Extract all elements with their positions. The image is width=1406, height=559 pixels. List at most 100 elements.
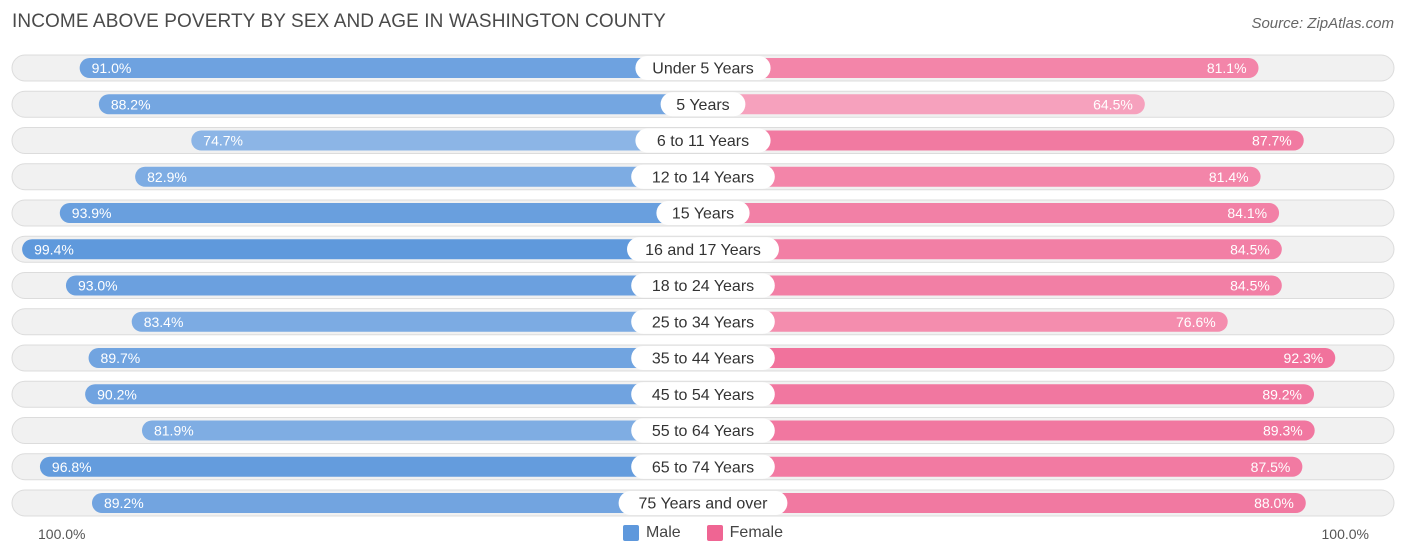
category-label: 55 to 64 Years (652, 423, 754, 440)
category-label: 15 Years (672, 206, 734, 223)
row-6: 93.0% 84.5% 18 to 24 Years (11, 272, 1395, 299)
female-value-label: 92.3% (1284, 350, 1324, 366)
category-pill (627, 237, 779, 262)
row-10: 81.9% 89.3% 55 to 64 Years (11, 417, 1395, 444)
row-0: 91.0% 81.1% Under 5 Years (11, 54, 1395, 82)
female-bar (703, 275, 1282, 296)
category-pill (631, 164, 775, 189)
male-value-label: 81.9% (154, 423, 194, 439)
female-value-label: 84.5% (1230, 241, 1270, 257)
female-bar (703, 456, 1303, 477)
male-value-label: 96.8% (52, 459, 92, 475)
row-7: 83.4% 76.6% 25 to 34 Years (11, 308, 1395, 336)
category-label: 25 to 34 Years (652, 314, 754, 331)
source-label: Source: ZipAtlas.com (1251, 15, 1394, 32)
female-bar (703, 384, 1315, 405)
male-bar (91, 493, 704, 513)
female-value-label: 84.1% (1227, 205, 1267, 221)
female-bar (703, 493, 1306, 513)
female-bar (703, 58, 1259, 78)
category-pill (631, 454, 775, 479)
male-bar (135, 166, 703, 187)
bar-chart: 91.0% 81.1% Under 5 Years 88.2% 64.5% 5 Years… (11, 54, 1395, 517)
male-value-label: 90.2% (97, 386, 137, 402)
male-bar (85, 384, 703, 405)
female-value-label: 84.5% (1230, 278, 1270, 294)
row-9: 90.2% 89.2% 45 to 54 Years (11, 380, 1395, 408)
female-bar (703, 166, 1261, 187)
male-bar (79, 58, 703, 78)
female-bar (703, 311, 1228, 332)
category-pill (618, 491, 788, 515)
female-value-label: 89.3% (1263, 423, 1303, 439)
category-label: 6 to 11 Years (657, 133, 749, 150)
female-value-label: 76.6% (1176, 314, 1216, 330)
male-bar (98, 94, 703, 115)
female-bar (703, 239, 1282, 260)
male-value-label: 74.7% (203, 133, 243, 149)
female-value-label: 88.0% (1254, 495, 1294, 511)
male-value-label: 89.7% (101, 350, 141, 366)
category-label: 35 to 44 Years (652, 351, 754, 368)
category-label: 5 Years (676, 97, 729, 114)
legend-label-female: Female (729, 524, 784, 541)
male-value-label: 91.0% (92, 60, 132, 76)
female-value-label: 81.1% (1207, 60, 1247, 76)
male-bar (141, 420, 704, 441)
female-value-label: 81.4% (1209, 169, 1249, 185)
category-label: 45 to 54 Years (652, 387, 754, 404)
legend-item-male: Male (622, 524, 681, 542)
male-bar (191, 130, 703, 151)
category-pill (635, 56, 771, 80)
category-label: 12 to 14 Years (652, 169, 754, 186)
male-bar (88, 348, 704, 368)
category-pill (660, 92, 746, 117)
row-8: 89.7% 92.3% 35 to 44 Years (11, 344, 1395, 372)
chart-title: INCOME ABOVE POVERTY BY SEX AND AGE IN W… (12, 11, 666, 32)
category-label: 16 and 17 Years (645, 242, 761, 259)
legend-swatch-male (622, 525, 639, 541)
female-value-label: 64.5% (1093, 96, 1133, 112)
row-4: 93.9% 84.1% 15 Years (11, 199, 1395, 227)
female-bar (703, 130, 1304, 151)
female-bar (703, 94, 1145, 115)
row-3: 82.9% 81.4% 12 to 14 Years (11, 163, 1395, 191)
female-bar (703, 203, 1280, 223)
female-value-label: 87.5% (1251, 459, 1291, 475)
axis-left-label: 100.0% (38, 526, 86, 542)
legend-item-female: Female (706, 524, 784, 542)
legend-label-male: Male (645, 524, 681, 541)
male-value-label: 99.4% (34, 241, 74, 257)
category-pill (631, 382, 775, 407)
row-2: 74.7% 87.7% 6 to 11 Years (11, 127, 1395, 154)
male-value-label: 89.2% (104, 495, 144, 511)
category-pill (631, 346, 775, 370)
row-1: 88.2% 64.5% 5 Years (11, 90, 1395, 118)
category-label: 18 to 24 Years (652, 278, 754, 295)
male-bar (65, 275, 703, 296)
category-pill (631, 309, 775, 334)
male-bar (22, 239, 704, 260)
male-bar (131, 311, 703, 332)
category-pill (635, 128, 771, 153)
male-value-label: 82.9% (147, 169, 187, 185)
female-value-label: 87.7% (1252, 133, 1292, 149)
male-value-label: 83.4% (144, 314, 184, 330)
row-5: 99.4% 84.5% 16 and 17 Years (11, 235, 1395, 263)
legend-swatch-female (706, 525, 723, 541)
male-value-label: 93.9% (72, 205, 112, 221)
category-pill (631, 273, 775, 298)
category-pill (631, 418, 775, 443)
male-bar (59, 203, 704, 223)
male-value-label: 88.2% (111, 96, 151, 112)
category-pill (656, 201, 750, 225)
row-12: 89.2% 88.0% 75 Years and over (11, 489, 1395, 517)
category-label: 65 to 74 Years (652, 459, 754, 476)
axis-right-label: 100.0% (1321, 526, 1369, 542)
female-bar (703, 420, 1315, 441)
row-11: 96.8% 87.5% 65 to 74 Years (11, 453, 1395, 481)
male-value-label: 93.0% (78, 278, 118, 294)
female-value-label: 89.2% (1262, 386, 1302, 402)
legend: Male Female (0, 524, 1406, 542)
female-bar (703, 348, 1336, 368)
